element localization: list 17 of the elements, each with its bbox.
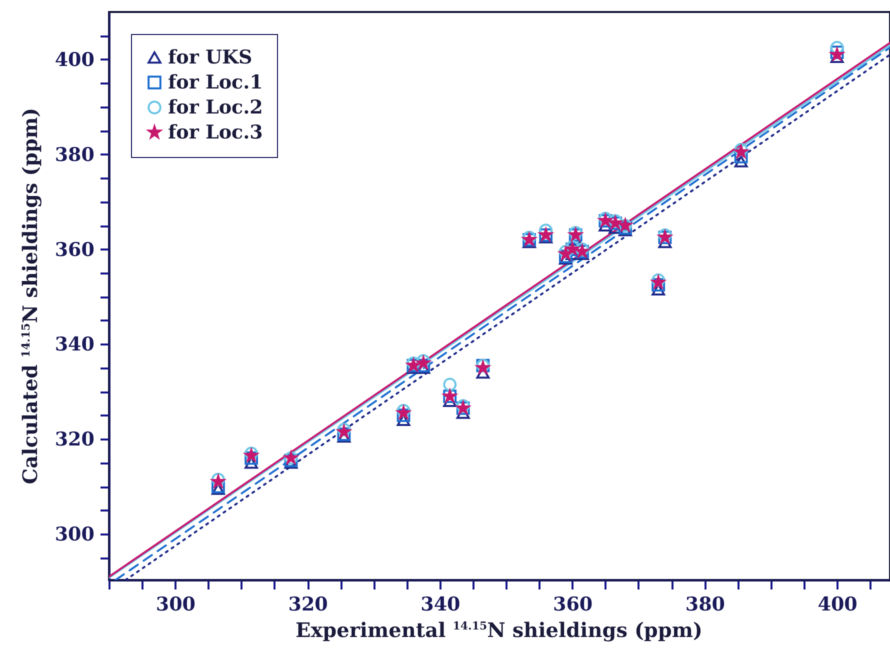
x-tick-label: 400	[818, 594, 858, 616]
y-tick-label: 340	[54, 334, 94, 356]
legend-label: for UKS	[168, 46, 252, 68]
x-tick-label: 360	[552, 594, 593, 616]
y-tick-label: 300	[54, 523, 94, 546]
x-tick-label: 340	[420, 594, 460, 616]
y-tick-label: 360	[54, 238, 94, 261]
x-axis-title: Experimental $^{14.15}$N shieldings (ppm)	[295, 618, 703, 642]
x-tick-label: 380	[685, 594, 726, 616]
y-tick-label: 380	[54, 144, 94, 166]
legend-label: for Loc.2	[168, 96, 263, 118]
y-tick-label: 400	[54, 48, 94, 71]
y-tick-label: 320	[54, 428, 94, 451]
legend-label: for Loc.3	[168, 122, 263, 144]
x-tick-label: 300	[156, 594, 196, 616]
legend-label: for Loc.1	[168, 72, 263, 94]
x-tick-label: 320	[288, 594, 328, 616]
